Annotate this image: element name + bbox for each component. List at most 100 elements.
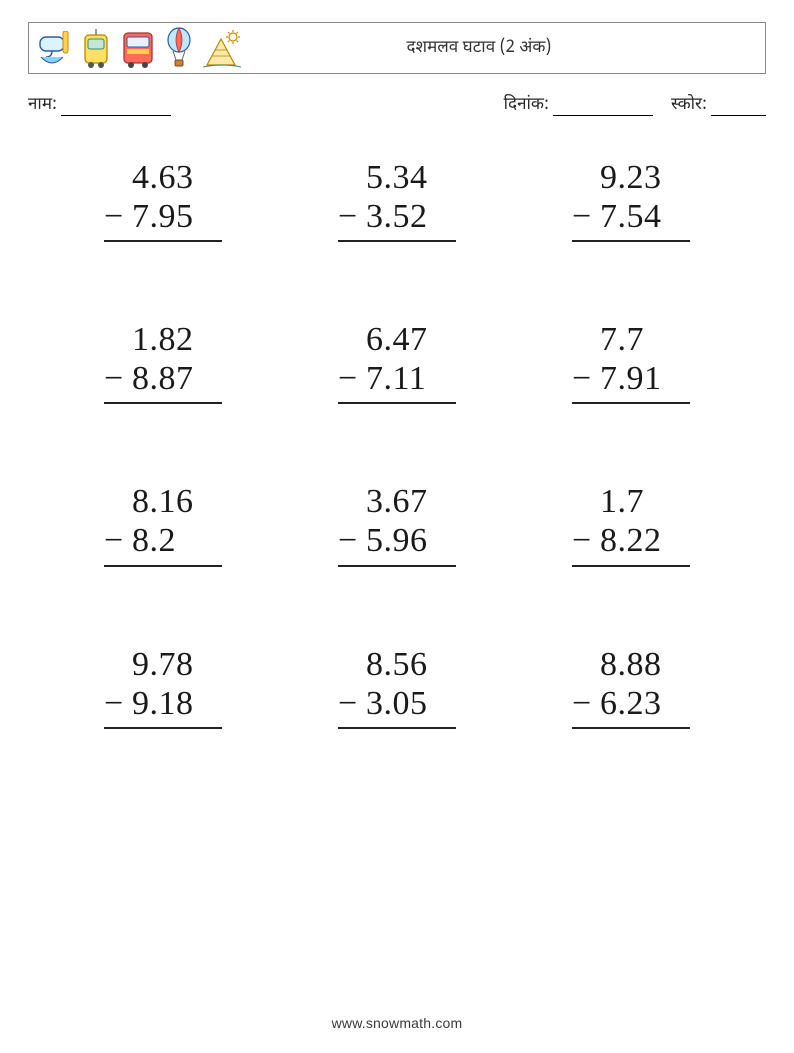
problem-rule bbox=[572, 402, 690, 404]
minuend: 8.16 bbox=[132, 482, 222, 521]
minuend: 7.7 bbox=[600, 320, 690, 359]
subtrahend: 3.52 bbox=[366, 197, 456, 236]
subtrahend: 5.96 bbox=[366, 521, 456, 560]
worksheet-page: दशमलव घटाव (2 अंक) नाम: दिनांक: स्कोर: 4… bbox=[0, 0, 794, 1053]
problem: 1.7−8.22 bbox=[514, 482, 748, 566]
operator: − bbox=[104, 359, 132, 398]
problem: 8.88−6.23 bbox=[514, 645, 748, 729]
operator-cell bbox=[338, 482, 366, 521]
pyramid-sun-icon bbox=[203, 29, 241, 69]
problem-rule bbox=[338, 565, 456, 567]
operator-cell bbox=[572, 320, 600, 359]
problem-rule bbox=[572, 240, 690, 242]
problem-rule bbox=[104, 402, 222, 404]
header-icons bbox=[37, 27, 241, 69]
problem: 8.16−8.2 bbox=[46, 482, 280, 566]
subtrahend: 3.05 bbox=[366, 684, 456, 723]
problem: 5.34−3.52 bbox=[280, 158, 514, 242]
minuend: 1.82 bbox=[132, 320, 222, 359]
operator: − bbox=[572, 521, 600, 560]
problem-rule bbox=[104, 565, 222, 567]
snorkel-mask-icon bbox=[37, 31, 71, 69]
operator: − bbox=[572, 684, 600, 723]
operator: − bbox=[338, 684, 366, 723]
operator: − bbox=[572, 197, 600, 236]
subtrahend: 7.54 bbox=[600, 197, 690, 236]
operator: − bbox=[104, 197, 132, 236]
subtrahend: 7.91 bbox=[600, 359, 690, 398]
subtrahend: 7.11 bbox=[366, 359, 456, 398]
operator-cell bbox=[338, 320, 366, 359]
minuend: 4.63 bbox=[132, 158, 222, 197]
hot-air-balloon-icon bbox=[165, 27, 193, 69]
name-field: नाम: bbox=[28, 94, 171, 116]
problem-rule bbox=[338, 402, 456, 404]
problem: 8.56−3.05 bbox=[280, 645, 514, 729]
problem: 9.78−9.18 bbox=[46, 645, 280, 729]
subtrahend: 9.18 bbox=[132, 684, 222, 723]
date-blank[interactable] bbox=[553, 97, 653, 116]
problem-rule bbox=[572, 565, 690, 567]
minuend: 6.47 bbox=[366, 320, 456, 359]
subtrahend: 7.95 bbox=[132, 197, 222, 236]
problem-stack: 1.82−8.87 bbox=[104, 320, 222, 404]
info-fields: नाम: दिनांक: स्कोर: bbox=[28, 94, 766, 116]
name-blank[interactable] bbox=[61, 97, 171, 116]
operator: − bbox=[338, 359, 366, 398]
name-label: नाम: bbox=[28, 94, 57, 116]
problem: 3.67−5.96 bbox=[280, 482, 514, 566]
operator-cell bbox=[104, 158, 132, 197]
problem-stack: 8.16−8.2 bbox=[104, 482, 222, 566]
operator-cell bbox=[338, 645, 366, 684]
problem-rule bbox=[104, 240, 222, 242]
minuend: 8.56 bbox=[366, 645, 456, 684]
bus-icon bbox=[121, 29, 155, 69]
subtrahend: 8.22 bbox=[600, 521, 690, 560]
streetcar-icon bbox=[81, 29, 111, 69]
operator-cell bbox=[104, 645, 132, 684]
operator-cell bbox=[104, 320, 132, 359]
minuend: 8.88 bbox=[600, 645, 690, 684]
footer-url: www.snowmath.com bbox=[0, 1015, 794, 1031]
date-field: दिनांक: bbox=[504, 94, 653, 116]
score-blank[interactable] bbox=[711, 97, 766, 116]
problem-stack: 7.7−7.91 bbox=[572, 320, 690, 404]
date-label: दिनांक: bbox=[504, 94, 549, 116]
subtrahend: 6.23 bbox=[600, 684, 690, 723]
problems-grid: 4.63−7.955.34−3.529.23−7.541.82−8.876.47… bbox=[28, 158, 766, 729]
operator: − bbox=[572, 359, 600, 398]
subtrahend: 8.2 bbox=[132, 521, 222, 560]
problem-stack: 8.88−6.23 bbox=[572, 645, 690, 729]
problem-rule bbox=[338, 240, 456, 242]
problem-stack: 9.23−7.54 bbox=[572, 158, 690, 242]
operator: − bbox=[338, 197, 366, 236]
operator: − bbox=[338, 521, 366, 560]
problem-stack: 4.63−7.95 bbox=[104, 158, 222, 242]
problem: 6.47−7.11 bbox=[280, 320, 514, 404]
operator-cell bbox=[104, 482, 132, 521]
operator-cell bbox=[572, 645, 600, 684]
score-label: स्कोर: bbox=[671, 94, 707, 116]
header-bar: दशमलव घटाव (2 अंक) bbox=[28, 22, 766, 74]
problem-rule bbox=[572, 727, 690, 729]
problem-rule bbox=[338, 727, 456, 729]
minuend: 9.23 bbox=[600, 158, 690, 197]
operator: − bbox=[104, 521, 132, 560]
minuend: 5.34 bbox=[366, 158, 456, 197]
minuend: 1.7 bbox=[600, 482, 690, 521]
problem-stack: 5.34−3.52 bbox=[338, 158, 456, 242]
problem: 7.7−7.91 bbox=[514, 320, 748, 404]
problem: 9.23−7.54 bbox=[514, 158, 748, 242]
problem-stack: 3.67−5.96 bbox=[338, 482, 456, 566]
minuend: 3.67 bbox=[366, 482, 456, 521]
score-field: स्कोर: bbox=[671, 94, 766, 116]
operator: − bbox=[104, 684, 132, 723]
problem: 1.82−8.87 bbox=[46, 320, 280, 404]
problem-rule bbox=[104, 727, 222, 729]
minuend: 9.78 bbox=[132, 645, 222, 684]
problem-stack: 9.78−9.18 bbox=[104, 645, 222, 729]
subtrahend: 8.87 bbox=[132, 359, 222, 398]
operator-cell bbox=[572, 482, 600, 521]
problem-stack: 1.7−8.22 bbox=[572, 482, 690, 566]
operator-cell bbox=[572, 158, 600, 197]
